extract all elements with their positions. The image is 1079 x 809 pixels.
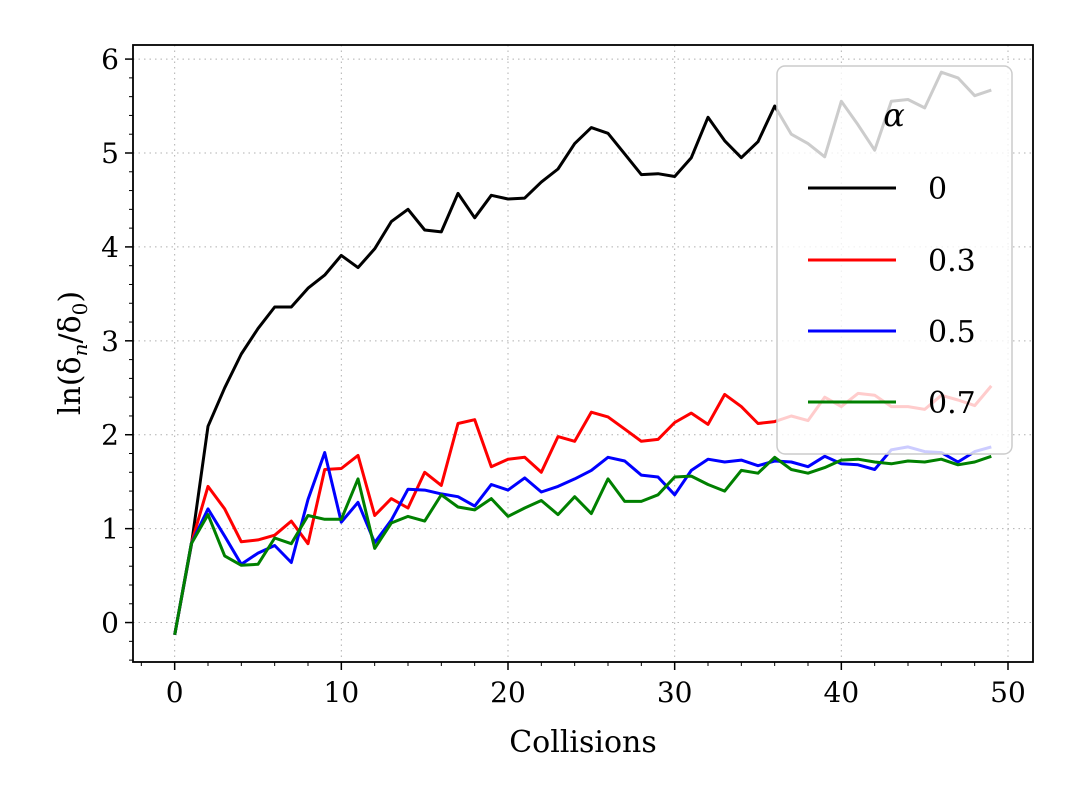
x-tick-label: 0 [166, 676, 184, 709]
y-tick-label: 0 [101, 607, 119, 640]
axis-ticks: 0 10 20 30 40 50 0 1 2 3 4 5 6 [101, 43, 1026, 709]
legend-label: 0.5 [928, 315, 976, 350]
legend-label: 0.3 [928, 244, 976, 279]
series-line-0-5 [173, 445, 992, 636]
y-tick-label: 2 [101, 419, 119, 452]
x-tick-label: 50 [990, 676, 1026, 709]
y-tick-label: 6 [101, 43, 119, 76]
legend-label: 0 [928, 172, 947, 207]
y-axis-label: ln(δn/δ0) [53, 291, 92, 415]
legend-title: α [883, 96, 905, 134]
y-tick-label: 1 [101, 513, 119, 546]
x-tick-label: 10 [324, 676, 360, 709]
series-line-0-7 [173, 454, 992, 636]
legend-label: 0.7 [928, 386, 976, 421]
x-axis-label: Collisions [509, 725, 657, 760]
y-tick-label: 3 [101, 325, 119, 358]
y-tick-label: 5 [101, 137, 119, 170]
x-tick-label: 30 [657, 676, 693, 709]
x-tick-label: 20 [490, 676, 526, 709]
x-tick-label: 40 [824, 676, 860, 709]
legend: α 0 0.3 0.5 0.7 [776, 65, 1013, 455]
y-tick-label: 4 [101, 231, 119, 264]
plot-frame [132, 44, 1034, 663]
